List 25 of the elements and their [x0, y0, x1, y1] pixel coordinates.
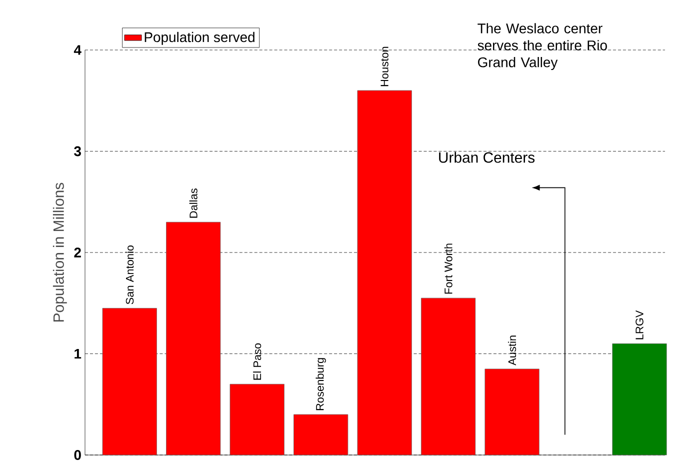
bar [294, 414, 348, 456]
bar [612, 343, 667, 456]
y-tick-label: 0 [74, 450, 81, 460]
bar [166, 222, 221, 456]
x-tick-label: Fort Worth [444, 244, 452, 294]
x-tick-label: Austin [508, 336, 516, 366]
x-tick-label: El Paso [253, 343, 262, 380]
bar [102, 308, 157, 456]
x-tick-label: Houston [380, 46, 388, 86]
bar [421, 298, 476, 456]
annotation: The Weslaco center serves the entire Rio Grand Valley [478, 23, 607, 70]
x-tick-label: Rosenburg [316, 358, 326, 410]
y-axis-title: Population in Millions [52, 182, 67, 322]
y-tick-label: 4 [74, 45, 82, 55]
bar [484, 368, 540, 456]
legend-label: Population served [144, 32, 254, 45]
bar [357, 90, 412, 456]
x-tick-label: LRGV [636, 310, 644, 340]
x-tick-label: San Antonio [126, 245, 134, 304]
y-tick-label: 3 [74, 146, 81, 156]
bar [230, 384, 284, 456]
x-tick-label: Dallas [189, 188, 198, 218]
y-tick-label: 2 [74, 248, 81, 258]
y-tick-label: 1 [74, 348, 82, 359]
annotation: Urban Centers [439, 152, 535, 163]
